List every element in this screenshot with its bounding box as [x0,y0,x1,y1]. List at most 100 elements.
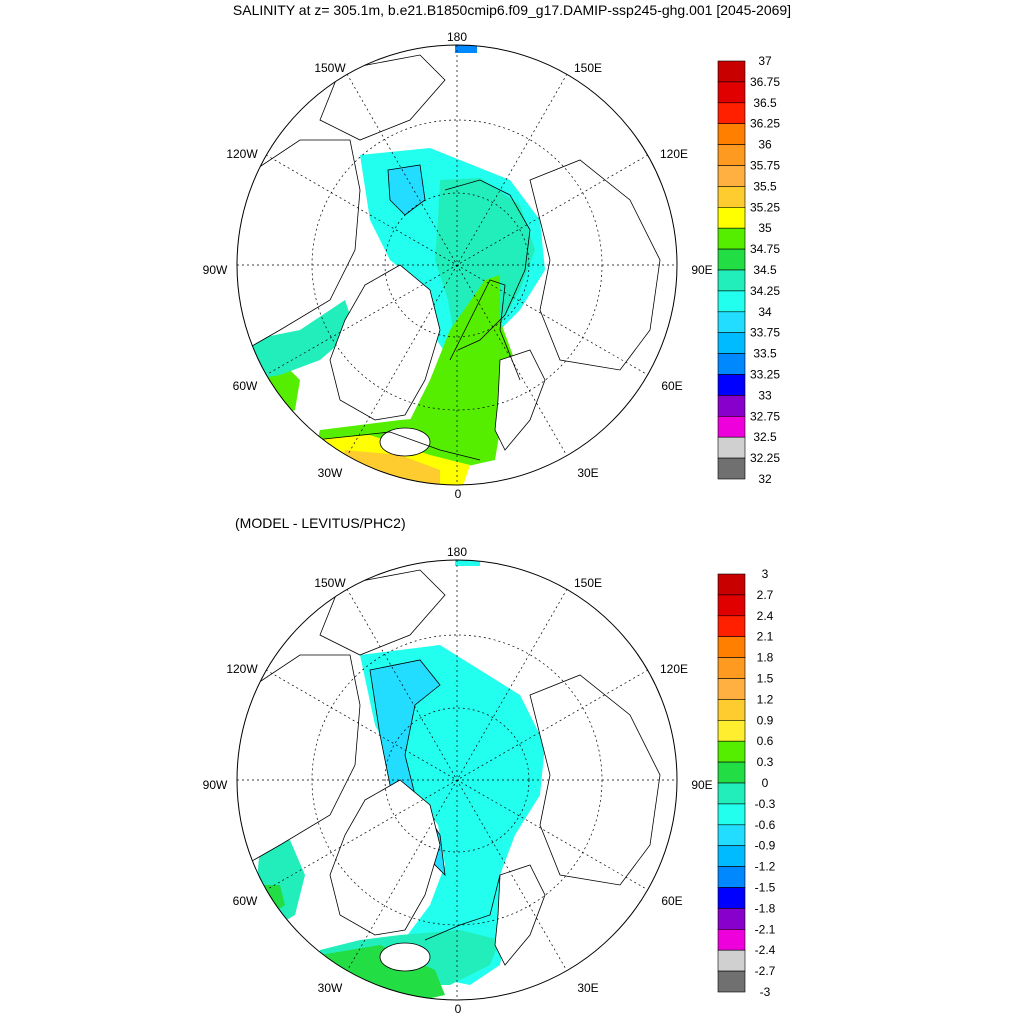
difference-colorbar-swatch [717,615,746,637]
salinity-colorbar-label: 33.25 [750,368,780,382]
contour-34-75 [449,279,521,381]
diff-coastline-alaska [319,569,446,656]
diff-graticule [237,560,677,1000]
salinity-colorbar-swatch [717,332,746,354]
difference-colorbar-swatch [717,761,746,784]
salinity-colorbar-swatch [717,353,746,375]
difference-colorbar-swatch [717,740,746,763]
difference-colorbar-swatch [717,594,746,617]
salinity-colorbar-swatch [717,395,746,417]
difference-colorbar-label: 1.5 [757,672,774,686]
salinity-colorbar-svg: 37 36.75 36.5 36.25 36 35.75 35.5 35.25 35 34.75 3… [717,55,780,485]
difference-colorbar-swatch [717,949,746,972]
field-34-75 [410,275,520,450]
lon-label-60e: 60E [661,379,682,393]
salinity-colorbar-swatch [717,123,746,145]
diff-lon-label-60e: 60E [661,894,682,908]
difference-colorbar-label: -0.3 [755,797,776,811]
difference-colorbar-swatch [717,657,746,679]
diff-lon-label-120w: 120W [226,662,258,676]
field-34 [387,164,426,216]
difference-colorbar-label: -3 [760,985,771,998]
lon-label-30e: 30E [577,466,598,480]
field-34-5 [435,178,535,350]
difference-colorbar-label: 0.6 [757,734,774,748]
lon-label-120w: 120W [226,147,258,161]
difference-colorbar-label: 1.8 [757,651,774,665]
diff-lon-label-90e: 90E [691,778,712,792]
salinity-colorbar-label: 36.75 [750,75,780,89]
salinity-colorbar-swatch [717,436,746,459]
salinity-colorbar-swatch [717,81,746,104]
land-iceland [379,427,431,457]
graticule [237,45,677,485]
difference-colorbar-label: 1.2 [757,692,774,706]
salinity-colorbar-label: 33 [758,388,772,402]
coastline-alaska [319,54,446,141]
diff-coastline-greenland [329,779,441,936]
salinity-colorbar-swatch [717,311,746,333]
salinity-colorbar-swatch [717,415,746,438]
diff-coastline-canada [237,654,361,866]
difference-subtitle: (MODEL - LEVITUS/PHC2) [235,515,406,531]
difference-colorbar-swatch [717,573,746,596]
coastline-siberia [529,159,661,371]
diff-field-top [455,560,480,566]
diff-coastline-siberia [529,674,661,886]
difference-colorbar-label: 2.1 [757,630,774,644]
salinity-colorbar-label: 35.25 [750,200,780,214]
salinity-colorbar-swatch [717,290,746,313]
plot-title: SALINITY at z= 305.1m, b.e21.B1850cmip6.… [232,2,792,18]
difference-colorbar-label: -0.9 [755,839,776,853]
salinity-colorbar-swatch [717,269,746,292]
salinity-colorbar-label: 34.75 [750,242,780,256]
difference-colorbar-label: -2.1 [755,922,776,936]
diff-land-iceland [379,942,431,972]
salinity-colorbar-label: 34.25 [750,284,780,298]
salinity-colorbar-swatch [717,374,746,396]
salinity-colorbar-swatch [717,457,746,480]
diff-lon-label-150e: 150E [574,576,602,590]
difference-colorbar-label: -2.7 [755,964,776,978]
salinity-colorbar-swatch [717,165,746,187]
difference-colorbar-label: -1.2 [755,860,776,874]
diff-lon-label-120e: 120E [660,662,688,676]
difference-colorbar-swatch [717,866,746,888]
salinity-colorbar-swatch [717,227,746,250]
contour-35 [314,431,481,461]
salinity-colorbar-label: 36.5 [753,96,777,110]
lon-label-90e: 90E [691,263,712,277]
difference-colorbar-label: 2.4 [757,609,774,623]
lon-label-30w: 30W [318,466,343,480]
difference-colorbar-label: -0.6 [755,818,776,832]
salinity-colorbar-label: 33.5 [753,347,777,361]
salinity-map-svg: 180 150W 150E 120W 120E 90W 90E 60W 60E … [203,30,713,500]
diff-lon-label-150w: 150W [314,576,346,590]
diff-lon-label-90w: 90W [203,778,228,792]
salinity-colorbar-swatch [717,248,746,271]
difference-colorbar-label: 0.3 [757,755,774,769]
difference-colorbar-swatch [717,887,746,909]
diff-map-boundary [236,559,678,1001]
difference-colorbar-label: 2.7 [757,588,774,602]
difference-colorbar-label: -1.8 [755,901,776,915]
map-boundary [236,44,678,486]
salinity-colorbar-swatch [717,144,746,166]
difference-colorbar-swatch [717,908,746,930]
difference-colorbar-swatch [717,699,746,721]
difference-colorbar: 3 2.7 2.4 2.1 1.8 1.5 1.2 0.9 0.6 0.3 0 -0.3 -0.6 -0.… [710,568,790,998]
difference-colorbar-swatch [717,720,746,742]
diff-lon-label-180: 180 [447,545,467,559]
difference-colorbar-swatch [717,824,746,846]
difference-colorbar-swatch [717,678,746,700]
lon-label-90w: 90W [203,263,228,277]
difference-colorbar-label: -2.4 [755,943,776,957]
lon-label-60w: 60W [233,379,258,393]
difference-colorbar-svg: 3 2.7 2.4 2.1 1.8 1.5 1.2 0.9 0.6 0.3 0 -0.3 -0.6 -0.… [717,568,776,998]
salinity-colorbar-label: 32.5 [753,430,777,444]
salinity-colorbar-label: 32.25 [750,451,780,465]
salinity-colorbar-label: 36.25 [750,117,780,131]
difference-colorbar-swatch [717,782,746,805]
diff-lon-label-0: 0 [455,1002,462,1015]
difference-colorbar-label: 0 [762,776,769,790]
